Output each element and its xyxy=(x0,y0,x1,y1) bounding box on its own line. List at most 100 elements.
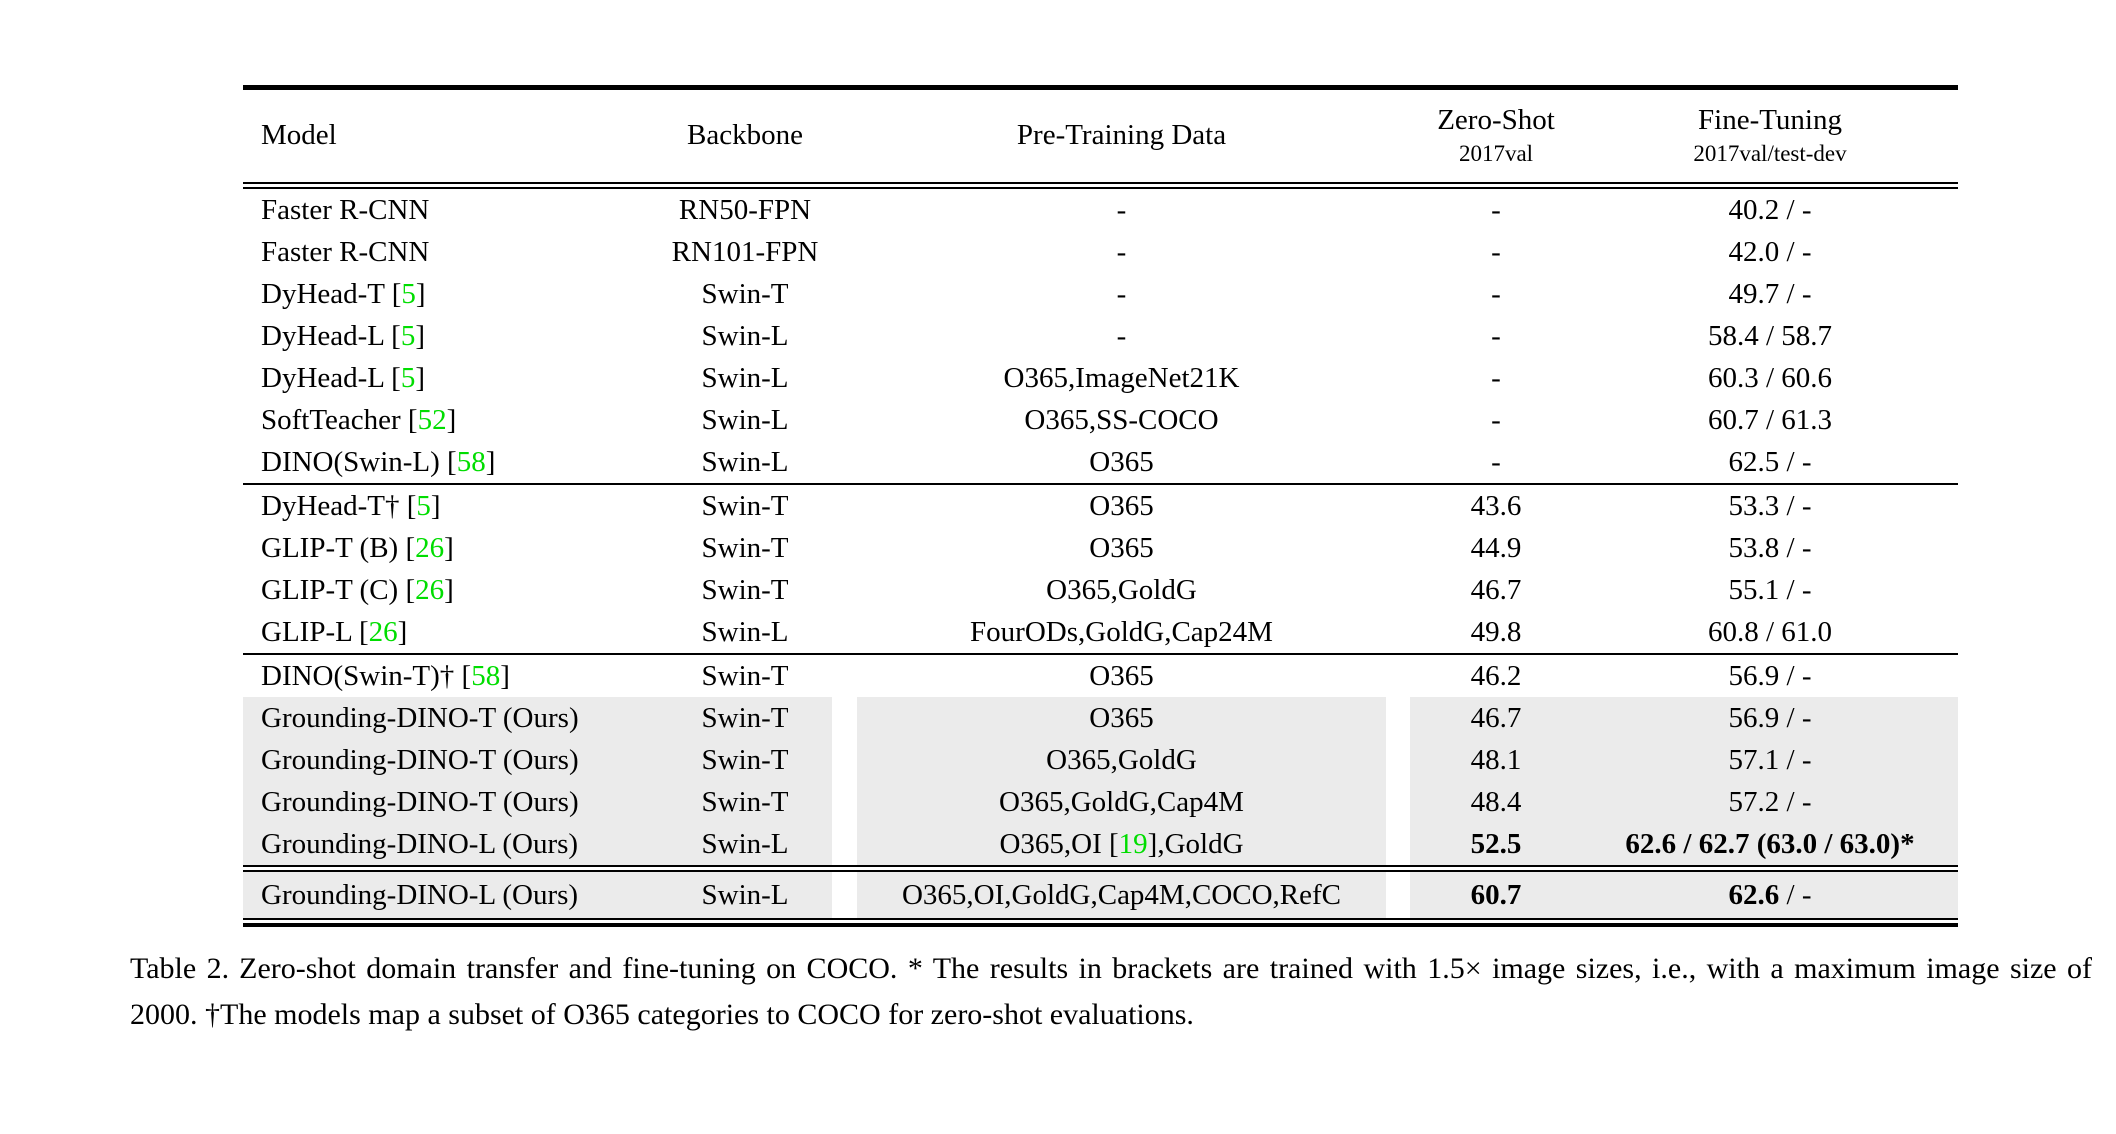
table-row: Grounding-DINO-L (Ours) Swin-L O365,OI [… xyxy=(243,823,1958,865)
citation-number: 5 xyxy=(401,278,416,310)
column-header-fine-tuning-sublabel: 2017val/test-dev xyxy=(1693,141,1847,167)
cell-zero-shot: 52.5 xyxy=(1410,823,1582,865)
column-gap xyxy=(832,273,857,315)
citation-number: 5 xyxy=(416,490,431,522)
cell-fine-tuning: 49.7 / - xyxy=(1728,278,1812,310)
column-gap xyxy=(1386,611,1410,653)
cell-model: DyHead-L [5] xyxy=(261,320,426,352)
column-gap xyxy=(1386,231,1410,273)
cell-model: Grounding-DINO-T (Ours) xyxy=(243,739,658,781)
table-row: DyHead-T [5] Swin-T - - 49.7 / - xyxy=(243,273,1958,315)
table-row: DyHead-T† [5] Swin-T O365 43.6 53.3 / - xyxy=(243,485,1958,527)
row-group: Grounding-DINO-L (Ours) Swin-L O365,OI,G… xyxy=(243,872,1958,918)
column-header-pretraining-data: Pre-Training Data xyxy=(1016,119,1227,152)
cell-model: DyHead-T [5] xyxy=(261,278,426,310)
cell-pretraining-data: O365 xyxy=(1089,532,1154,564)
table-row: Grounding-DINO-T (Ours) Swin-T O365,Gold… xyxy=(243,781,1958,823)
cell-backbone: Swin-T xyxy=(658,739,832,781)
column-gap xyxy=(832,189,857,231)
cell-model: Grounding-DINO-L (Ours) xyxy=(243,823,658,865)
cell-model: Grounding-DINO-T (Ours) xyxy=(243,781,658,823)
table-row: GLIP-L [26] Swin-L FourODs,GoldG,Cap24M … xyxy=(243,611,1958,653)
group-separator-rule xyxy=(243,653,1958,655)
column-gap xyxy=(1386,357,1410,399)
cell-pretraining-data: FourODs,GoldG,Cap24M xyxy=(970,616,1273,648)
bold-value: 52.5 xyxy=(1470,828,1522,860)
cell-zero-shot: - xyxy=(1491,404,1501,436)
cell-fine-tuning: 55.1 / - xyxy=(1728,574,1812,606)
cell-zero-shot: 46.2 xyxy=(1470,660,1522,692)
table-body: Faster R-CNN RN50-FPN - - 40.2 / - Faste… xyxy=(243,189,1958,918)
cell-zero-shot: - xyxy=(1491,446,1501,478)
cell-zero-shot: 46.7 xyxy=(1470,574,1522,606)
cell-pretraining-data: O365 xyxy=(1089,490,1154,522)
column-header-zero-shot-sublabel: 2017val xyxy=(1458,141,1534,167)
column-gap xyxy=(1386,569,1410,611)
column-gap xyxy=(832,90,857,182)
table-row: GLIP-T (C) [26] Swin-T O365,GoldG 46.7 5… xyxy=(243,569,1958,611)
cell-fine-tuning: 56.9 / - xyxy=(1582,697,1958,739)
cell-model: Faster R-CNN xyxy=(261,236,430,268)
cell-zero-shot: - xyxy=(1491,278,1501,310)
cell-pretraining-data: O365,ImageNet21K xyxy=(1003,362,1240,394)
bold-value: 62.6 xyxy=(1728,879,1780,911)
cell-backbone: Swin-L xyxy=(701,320,789,352)
citation-number: 26 xyxy=(368,616,398,648)
column-gap xyxy=(1386,655,1410,697)
table-row: Faster R-CNN RN101-FPN - - 42.0 / - xyxy=(243,231,1958,273)
column-gap xyxy=(832,569,857,611)
cell-pretraining-data: - xyxy=(1116,236,1127,268)
cell-backbone: Swin-L xyxy=(658,872,832,918)
caption-label: Table 2. xyxy=(130,952,230,985)
citation-number: 58 xyxy=(471,660,501,692)
cell-backbone: Swin-L xyxy=(658,823,832,865)
citation-number: 26 xyxy=(415,574,445,606)
cell-pretraining-data: - xyxy=(1116,320,1127,352)
cell-backbone: Swin-T xyxy=(701,660,789,692)
cell-pretraining-data: O365,OI [19],GoldG xyxy=(857,823,1386,865)
cell-fine-tuning: 56.9 / - xyxy=(1728,660,1812,692)
row-group: Faster R-CNN RN50-FPN - - 40.2 / - Faste… xyxy=(243,189,1958,483)
cell-fine-tuning: 58.4 / 58.7 xyxy=(1707,320,1833,352)
row-group: DyHead-T† [5] Swin-T O365 43.6 53.3 / - … xyxy=(243,485,1958,653)
cell-fine-tuning: 60.3 / 60.6 xyxy=(1707,362,1833,394)
cell-backbone: Swin-T xyxy=(701,278,789,310)
cell-pretraining-data: O365 xyxy=(857,697,1386,739)
cell-backbone: Swin-L xyxy=(701,616,789,648)
cell-backbone: Swin-L xyxy=(701,404,789,436)
cell-backbone: Swin-T xyxy=(658,697,832,739)
cell-pretraining-data: O365,GoldG,Cap4M xyxy=(857,781,1386,823)
column-gap xyxy=(1386,739,1410,781)
cell-fine-tuning: 60.8 / 61.0 xyxy=(1707,616,1833,648)
column-gap xyxy=(1386,90,1410,182)
column-header-zero-shot-label: Zero-Shot xyxy=(1437,104,1555,137)
column-gap xyxy=(1386,527,1410,569)
cell-fine-tuning: 53.3 / - xyxy=(1728,490,1812,522)
group-separator-rule xyxy=(243,865,1958,872)
cell-backbone: Swin-T xyxy=(701,490,789,522)
cell-zero-shot: 60.7 xyxy=(1410,872,1582,918)
cell-pretraining-data: O365,SS-COCO xyxy=(1024,404,1219,436)
cell-backbone: Swin-L xyxy=(701,446,789,478)
bold-value: 62.6 / 62.7 (63.0 / 63.0)* xyxy=(1625,828,1915,860)
table-row: Grounding-DINO-T (Ours) Swin-T O365,Gold… xyxy=(243,739,1958,781)
column-gap xyxy=(1386,485,1410,527)
cell-backbone: Swin-T xyxy=(701,574,789,606)
citation-number: 52 xyxy=(417,404,447,436)
column-gap xyxy=(1386,697,1410,739)
column-gap xyxy=(832,315,857,357)
table-row: DINO(Swin-L) [58] Swin-L O365 - 62.5 / - xyxy=(243,441,1958,483)
cell-pretraining-data: O365,GoldG xyxy=(857,739,1386,781)
cell-model: DINO(Swin-L) [58] xyxy=(261,446,496,478)
column-gap xyxy=(832,441,857,483)
citation-number: 5 xyxy=(400,320,416,352)
table-row: GLIP-T (B) [26] Swin-T O365 44.9 53.8 / … xyxy=(243,527,1958,569)
cell-fine-tuning: 57.1 / - xyxy=(1582,739,1958,781)
cell-model: DyHead-L [5] xyxy=(261,362,426,394)
cell-pretraining-data: O365,GoldG xyxy=(1046,574,1197,606)
column-gap xyxy=(1386,315,1410,357)
row-group: DINO(Swin-T)† [58] Swin-T O365 46.2 56.9… xyxy=(243,655,1958,865)
column-header-model: Model xyxy=(261,119,337,152)
citation-number: 26 xyxy=(415,532,445,564)
cell-model: GLIP-T (B) [26] xyxy=(261,532,454,564)
